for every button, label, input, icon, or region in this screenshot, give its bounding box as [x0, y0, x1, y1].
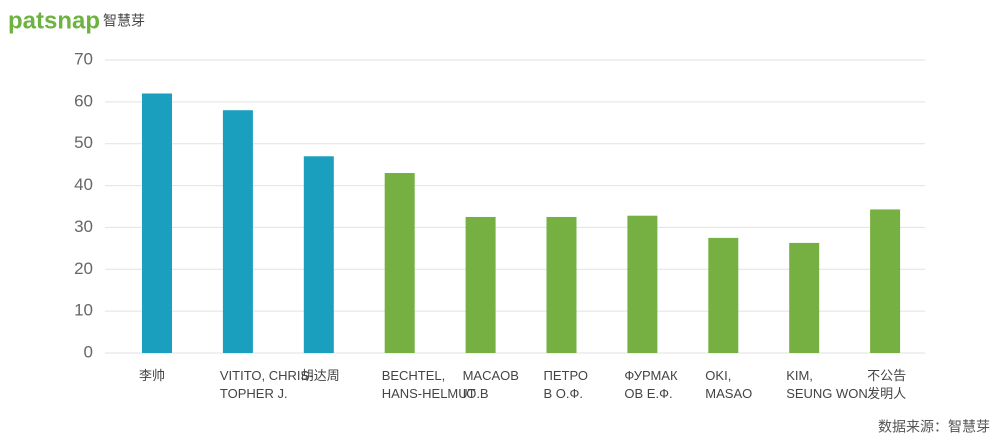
bar	[627, 215, 658, 353]
bar	[546, 216, 577, 353]
x-tick-label: ОВ Е.Ф.	[624, 386, 672, 401]
x-tick-label: KIM,	[786, 368, 813, 383]
bar	[142, 93, 172, 353]
bar	[303, 156, 334, 353]
y-tick-label: 20	[74, 259, 93, 278]
y-tick-label: 40	[74, 175, 93, 194]
x-tick-label: OKI,	[705, 368, 731, 383]
y-tick-label: 0	[84, 342, 93, 361]
logo-brand: patsnap	[8, 7, 100, 34]
y-tick-label: 60	[74, 91, 93, 110]
bar	[870, 209, 901, 353]
y-tick-label: 50	[74, 133, 93, 152]
source-note: 数据来源：智慧芽	[878, 419, 990, 435]
y-tick-label: 70	[74, 49, 93, 68]
x-tick-label: 发明人	[867, 386, 906, 401]
x-tick-label: SEUNG WON	[786, 386, 868, 401]
logo-name: 智慧芽	[103, 13, 145, 29]
x-tick-label: В О.Ф.	[544, 386, 584, 401]
x-tick-label: MASAO	[705, 386, 752, 401]
x-tick-label: TOPHER J.	[220, 386, 288, 401]
x-tick-label: MACAOB	[463, 368, 519, 383]
y-tick-label: 30	[74, 217, 93, 236]
x-tick-label: BECHTEL,	[382, 368, 446, 383]
bar	[465, 216, 496, 353]
bar	[708, 237, 739, 353]
x-tick-label: 李帅	[139, 368, 165, 383]
bar	[789, 242, 820, 353]
y-tick-label: 10	[74, 301, 93, 320]
x-tick-label: ФУРМАК	[624, 368, 678, 383]
x-tick-label: 不公告	[867, 368, 906, 383]
x-tick-label: VITITO, CHRIS-	[220, 368, 314, 383]
x-tick-label: HANS-HELMUT	[382, 386, 476, 401]
x-tick-label: 胡达周	[301, 368, 340, 383]
bar	[384, 173, 415, 353]
x-tick-label: ПЕТРО	[544, 368, 588, 383]
bar	[222, 110, 253, 353]
x-tick-label: IO.B	[463, 386, 489, 401]
